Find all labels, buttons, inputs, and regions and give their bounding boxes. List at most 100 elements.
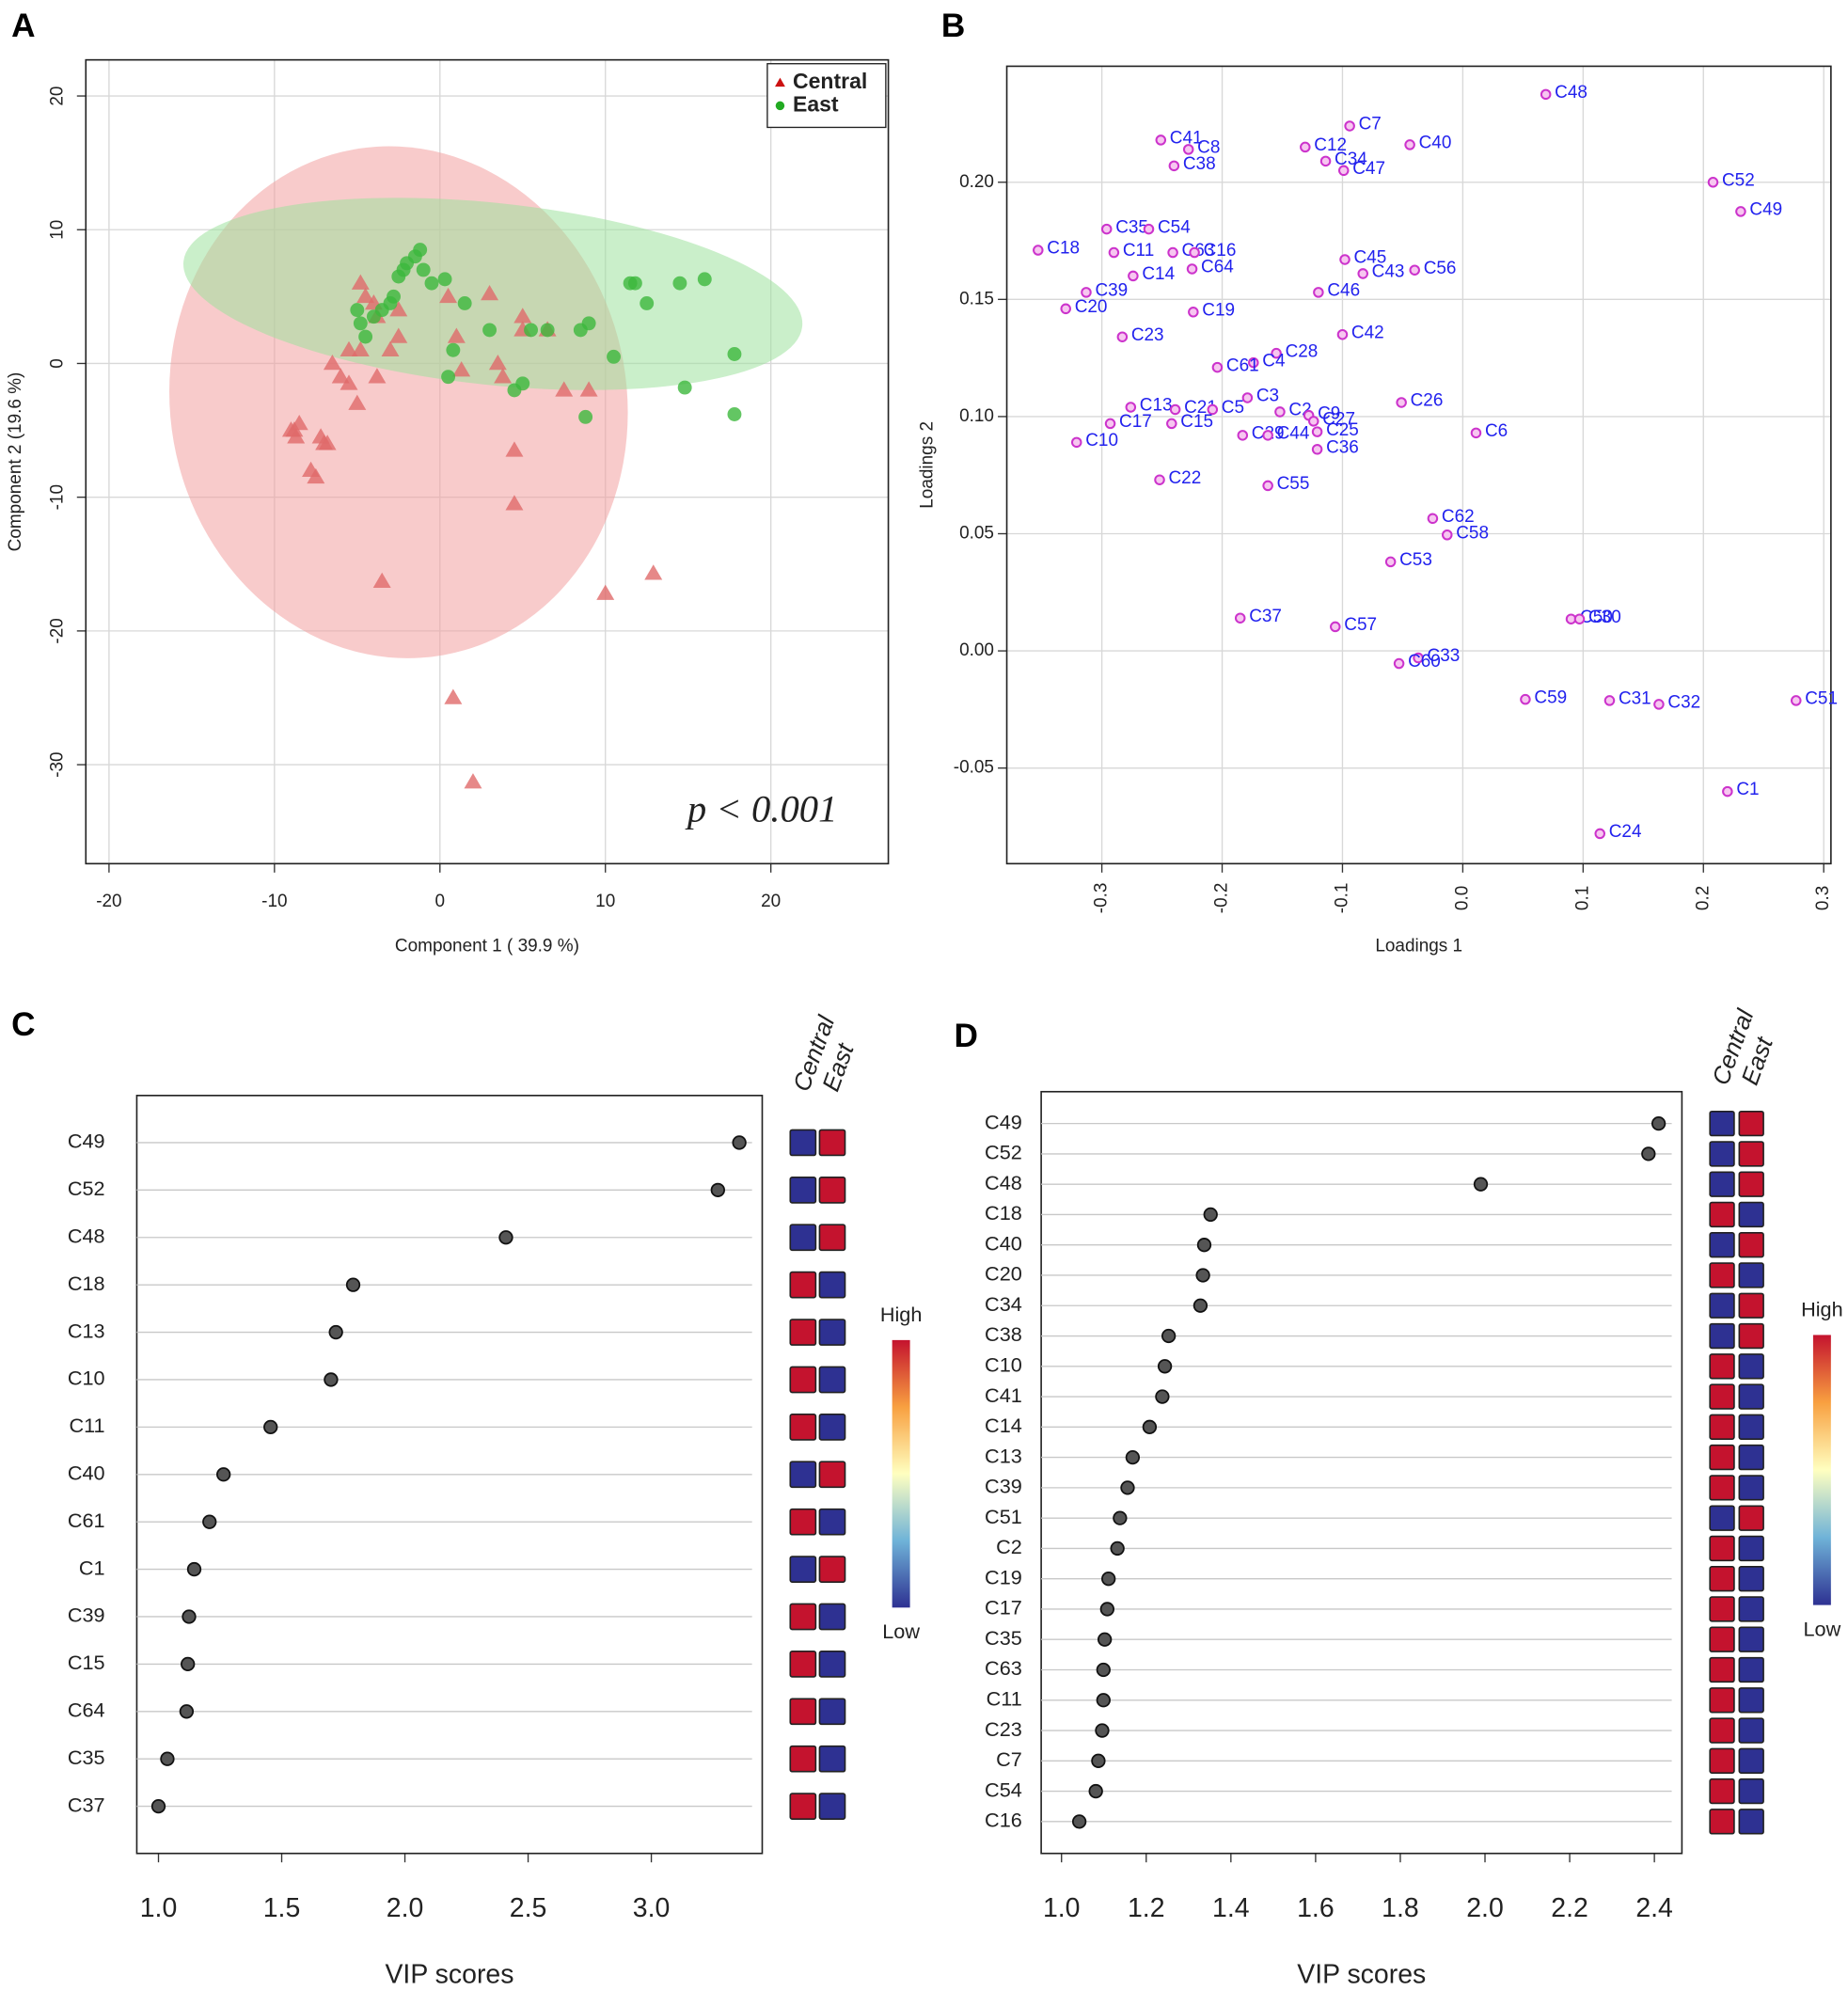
heat-cell [1738, 1262, 1764, 1288]
y-tick-label: C10 [985, 1353, 1022, 1377]
point-label: C60 [1408, 652, 1441, 672]
dot [345, 1277, 361, 1292]
point [441, 370, 456, 385]
heat-cell [1738, 1292, 1764, 1319]
point-label: C7 [1359, 115, 1382, 134]
point [677, 380, 692, 395]
point-label: C59 [1534, 687, 1567, 707]
point-label: C1 [1736, 780, 1759, 799]
point [524, 323, 538, 338]
point [1237, 430, 1249, 441]
heat-cell [818, 1224, 846, 1252]
panel-letter: C [11, 1006, 35, 1043]
heat-cell [789, 1319, 817, 1346]
heat-cell [818, 1793, 846, 1820]
point [578, 409, 593, 424]
point [437, 272, 452, 287]
point-label: C39 [1095, 281, 1128, 301]
point [1262, 430, 1273, 441]
point [627, 276, 642, 291]
y-tick-label: -20 [47, 618, 67, 643]
point [1070, 436, 1082, 449]
point [1594, 828, 1605, 840]
heat-cell [1709, 1201, 1735, 1228]
point [1337, 165, 1350, 177]
heat-cell [789, 1176, 817, 1204]
point-label: C26 [1411, 391, 1444, 411]
heat-cell [1738, 1353, 1764, 1380]
heat-cell [1709, 1110, 1735, 1137]
point [596, 584, 615, 600]
y-tick-label: C41 [985, 1383, 1022, 1407]
y-tick-label: C1 [79, 1556, 105, 1579]
heat-cell [789, 1698, 817, 1726]
point-label: C22 [1168, 468, 1201, 488]
point [1311, 444, 1323, 455]
y-tick-label: C51 [985, 1505, 1022, 1528]
legend-box [766, 63, 887, 129]
plot-frame [1005, 65, 1832, 865]
point [389, 327, 408, 343]
point [1470, 427, 1482, 439]
heat-cell [1738, 1687, 1764, 1714]
dot [179, 1704, 195, 1719]
heat-cell [1738, 1747, 1764, 1774]
y-tick-label: C61 [68, 1509, 105, 1532]
dot [1161, 1328, 1177, 1344]
y-tick-label: 0.20 [959, 172, 994, 192]
dot [1193, 1298, 1208, 1313]
point [1100, 223, 1113, 235]
y-tick-label: C18 [68, 1272, 105, 1295]
point [416, 262, 431, 277]
x-tick-label: 10 [595, 892, 615, 911]
point-label: C45 [1354, 248, 1387, 268]
point [607, 349, 621, 364]
point-label: C57 [1344, 615, 1377, 635]
point [389, 301, 408, 317]
point-label: C19 [1202, 300, 1235, 320]
point [481, 285, 499, 301]
y-tick-label: C35 [985, 1626, 1022, 1650]
y-tick-label: 0.05 [959, 524, 994, 544]
point-label: C58 [1456, 523, 1489, 543]
point [323, 354, 341, 371]
y-tick-label: 0.10 [959, 406, 994, 426]
heat-cell [1709, 1778, 1735, 1805]
point [374, 303, 389, 318]
heat-cell [789, 1793, 817, 1820]
point [340, 374, 358, 390]
point [581, 316, 596, 331]
point [356, 287, 375, 304]
point-label: C54 [1158, 217, 1191, 237]
point [281, 421, 300, 437]
heat-cell [1738, 1201, 1764, 1228]
point-label: C28 [1286, 341, 1319, 361]
heat-cell [1709, 1262, 1735, 1288]
point [1262, 480, 1273, 492]
y-axis-title: Component 2 (19.6 %) [6, 372, 25, 552]
y-tick-label: C49 [68, 1130, 105, 1153]
y-tick-label: C23 [985, 1717, 1022, 1741]
heat-cell [789, 1366, 817, 1394]
y-tick-label: C38 [985, 1322, 1022, 1346]
y-tick-label: 0.15 [959, 289, 994, 308]
point [1396, 397, 1407, 408]
point-label: C27 [1322, 410, 1355, 430]
x-tick-label: 2.0 [1466, 1893, 1504, 1923]
point [482, 323, 498, 338]
dot [1641, 1146, 1656, 1161]
dot [1651, 1115, 1666, 1131]
legend-marker [775, 101, 785, 111]
point-label: C43 [1372, 262, 1405, 282]
point-label: C36 [1326, 437, 1359, 457]
dot [1095, 1723, 1110, 1738]
point [439, 287, 458, 304]
heat-cell [818, 1603, 846, 1631]
dot [732, 1135, 747, 1150]
point-label: C38 [1183, 154, 1216, 174]
x-tick-label: 1.6 [1297, 1893, 1335, 1923]
heat-cell [1709, 1505, 1735, 1531]
point [353, 316, 368, 331]
heat-cell [1709, 1535, 1735, 1562]
x-tick-label: 0.1 [1572, 886, 1592, 910]
